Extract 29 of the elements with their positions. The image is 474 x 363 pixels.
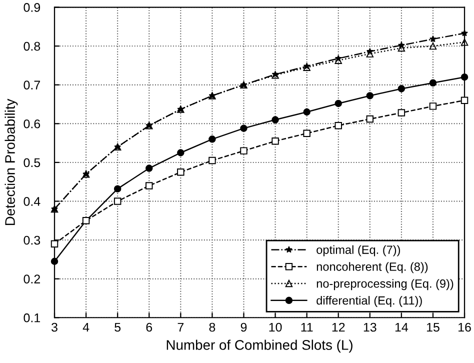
y-axis-title: Detection Probability (4, 98, 18, 225)
y-tick-label: 0.1 (24, 313, 40, 322)
y-tick-label: 0.7 (24, 80, 40, 90)
x-tick-label: 3 (52, 322, 58, 332)
x-tick-label: 4 (82, 322, 90, 332)
y-tick-label: 0.6 (24, 119, 40, 128)
x-tick-label: 9 (240, 322, 247, 332)
x-tick-label: 14 (395, 322, 408, 332)
x-tick-label: 5 (114, 322, 121, 332)
x-tick-label: 6 (146, 322, 152, 332)
y-tick-label: 0.3 (24, 236, 40, 245)
x-tick-label: 12 (332, 322, 345, 332)
x-tick-label: 16 (458, 322, 471, 332)
legend-label: differential (Eq. (11)) (316, 296, 422, 307)
legend-label: noncoherent (Eq. (8)) (316, 262, 428, 274)
x-tick-label: 8 (209, 322, 216, 332)
y-tick-label: 0.8 (24, 42, 40, 51)
legend-label: optimal (Eq. (7)) (316, 245, 400, 256)
x-tick-label: 13 (364, 322, 376, 332)
x-tick-label: 10 (269, 322, 282, 332)
y-tick-label: 0.5 (24, 158, 40, 168)
legend-label: no-preprocessing (Eq. (9)) (316, 279, 454, 290)
x-tick-label: 15 (426, 322, 440, 332)
y-tick-label: 0.4 (24, 197, 40, 206)
x-axis-title: Number of Combined Slots (L) (166, 340, 352, 353)
x-tick-label: 7 (178, 322, 184, 332)
y-tick-label: 0.2 (24, 274, 40, 284)
x-tick-label: 11 (301, 322, 313, 332)
y-tick-label: 0.9 (24, 3, 40, 12)
